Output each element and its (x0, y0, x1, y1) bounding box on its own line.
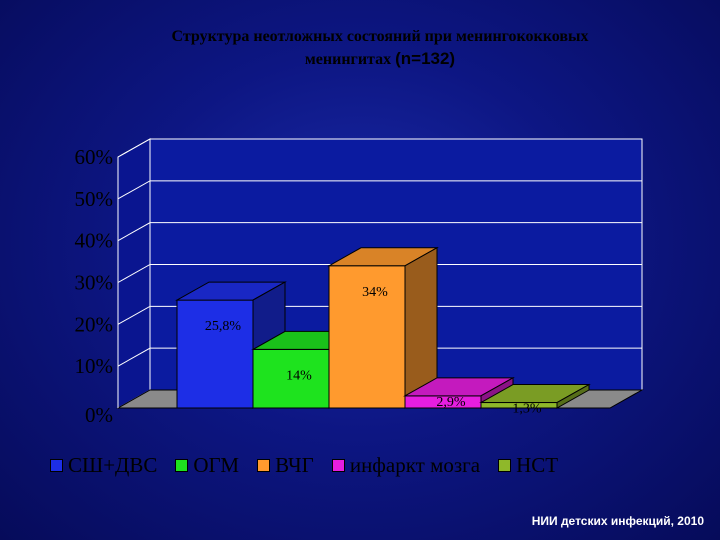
title-sample-size: (n=132) (395, 49, 456, 68)
legend: СШ+ДВС ОГМ ВЧГ инфаркт мозга НСТ (50, 452, 576, 478)
bar-chart: 0% 10% 20% 30% 40% 50% 60% 25,8% 14% 34% 2,9% 1,3% (75, 138, 644, 427)
legend-item: ВЧГ (257, 453, 314, 478)
data-labels: 25,8% 14% 34% 2,9% 1,3% (205, 285, 542, 417)
legend-label: СШ+ДВС (68, 452, 158, 477)
legend-item: инфаркт мозга (331, 452, 481, 478)
data-label: 1,3% (512, 402, 542, 417)
data-label: 2,9% (436, 395, 466, 410)
data-label: 34% (362, 285, 388, 300)
legend-item: СШ+ДВС (50, 453, 157, 478)
chart-bars (175, 246, 591, 409)
y-tick-label: 20% (75, 312, 114, 336)
legend-item: ОГМ (175, 453, 239, 478)
legend-label: ОГМ (193, 452, 240, 477)
y-tick-label: 60% (75, 145, 114, 169)
gridline (117, 305, 642, 325)
bar-5 (479, 383, 591, 409)
y-tick-label: 40% (75, 229, 114, 253)
bar-front (328, 265, 406, 409)
legend-swatch (498, 458, 512, 472)
legend-label: инфаркт мозга (349, 452, 481, 477)
data-label: 14% (286, 368, 312, 383)
legend-item: НСТ (498, 453, 558, 478)
legend-swatch (257, 458, 271, 472)
y-axis-ticks: 0% 10% 20% 30% 40% 50% 60% (75, 145, 114, 427)
y-tick-label: 10% (75, 354, 114, 378)
y-tick-label: 30% (75, 271, 114, 295)
legend-swatch (331, 458, 345, 472)
gridline (117, 347, 642, 367)
legend-swatch (50, 458, 63, 472)
y-tick-label: 50% (75, 187, 114, 211)
gridline (117, 264, 642, 283)
y-tick-label: 0% (85, 403, 113, 427)
legend-label: ВЧГ (275, 452, 314, 477)
gridline (117, 180, 642, 200)
gridline (117, 138, 642, 158)
title-line2: менингитах (304, 51, 392, 68)
title-line1: Структура неотложных состояний при менин… (171, 28, 589, 45)
footer-credit: НИИ детских инфекций, 2010 (531, 514, 704, 528)
bar-front (176, 299, 254, 409)
data-label: 25,8% (205, 319, 242, 334)
legend-swatch (175, 458, 189, 472)
gridline (117, 222, 642, 242)
chart-title: Структура неотложных состояний при менин… (60, 26, 700, 71)
bar-3 (327, 246, 439, 409)
legend-label: НСТ (516, 452, 559, 477)
bar-side (556, 383, 590, 409)
